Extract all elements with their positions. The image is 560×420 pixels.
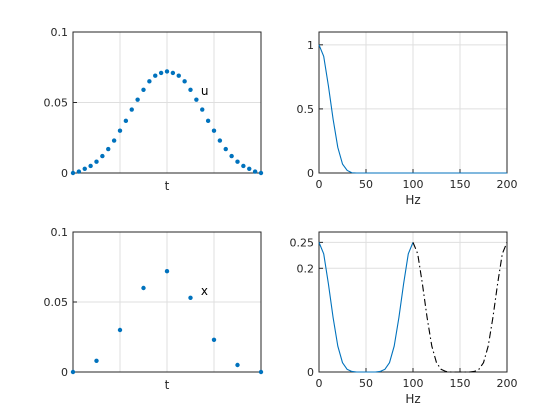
data-point [106,146,111,152]
data-point [117,327,123,333]
data-point [188,87,193,93]
data-point [258,369,264,375]
data-point [223,146,228,152]
data-point [235,362,240,368]
x-tick-label: 0 [316,377,323,390]
data-point [70,170,76,176]
data-point [164,69,170,74]
y-tick-label: 0.1 [51,26,69,39]
data-point [217,138,223,143]
data-point [141,285,146,291]
data-point [258,170,264,176]
y-tick-label: 0 [61,167,68,180]
y-tick-label: 0 [307,167,314,180]
subplot-4: 0 0.2 0.25 0 50 100 150 200 Hz [290,231,518,406]
x-tick-label: 50 [359,178,373,191]
x-tick-label: 50 [359,377,373,390]
data-point [158,70,164,76]
subplot-2: 0 0.5 1 0 50 100 150 200 Hz [297,31,518,207]
x-tick-label: 0 [316,178,323,191]
annotation-label: x [201,284,208,298]
data-point [70,369,76,375]
data-point [141,87,146,93]
data-point [200,107,205,112]
y-tick-label: 0.2 [297,262,315,275]
data-point [164,269,170,274]
data-point [135,97,140,102]
y-tick-label: 0 [61,366,68,379]
y-tick-label: 0.1 [51,226,69,239]
y-tick-label: 0.25 [290,236,315,249]
data-point [153,73,158,78]
x-tick-label: 150 [450,178,471,191]
data-point [252,169,258,174]
data-point [111,138,117,143]
data-point [194,97,199,102]
data-point [188,295,193,300]
data-point [182,79,187,84]
data-point [235,159,240,164]
data-point [241,163,246,169]
x-tick-label: 100 [403,178,424,191]
data-point [100,153,105,159]
x-axis-label: t [165,179,170,193]
y-tick-label: 0.05 [44,296,69,309]
data-point [94,358,99,363]
data-point [211,128,217,133]
x-axis-label: Hz [405,392,420,406]
x-tick-label: 200 [497,377,518,390]
data-point [170,70,176,76]
data-point [147,79,152,84]
x-tick-label: 150 [450,377,471,390]
series-line-2 [412,242,508,373]
data-point [176,73,181,78]
x-tick-label: 200 [497,178,518,191]
data-point [211,337,217,342]
subplot-1: 0 0.05 0.1 t u [44,26,264,193]
data-point [94,159,99,164]
series-line-1 [318,44,507,174]
data-point [229,153,234,159]
y-tick-label: 0.5 [297,103,315,116]
data-point [88,163,93,169]
series-line-1 [318,242,414,373]
data-point [129,107,134,112]
x-tick-label: 100 [403,377,424,390]
data-point [205,118,211,124]
x-axis-label: t [165,378,170,392]
y-tick-label: 1 [307,39,314,52]
y-tick-label: 0.05 [44,97,69,110]
data-point [76,169,82,174]
data-point [82,166,87,171]
data-point [247,166,252,171]
subplot-3: 0 0.05 0.1 t x [44,226,264,392]
data-point [117,128,123,133]
x-axis-label: Hz [405,193,420,207]
annotation-label: u [201,84,209,98]
data-point [123,118,129,124]
y-tick-label: 0 [307,366,314,379]
